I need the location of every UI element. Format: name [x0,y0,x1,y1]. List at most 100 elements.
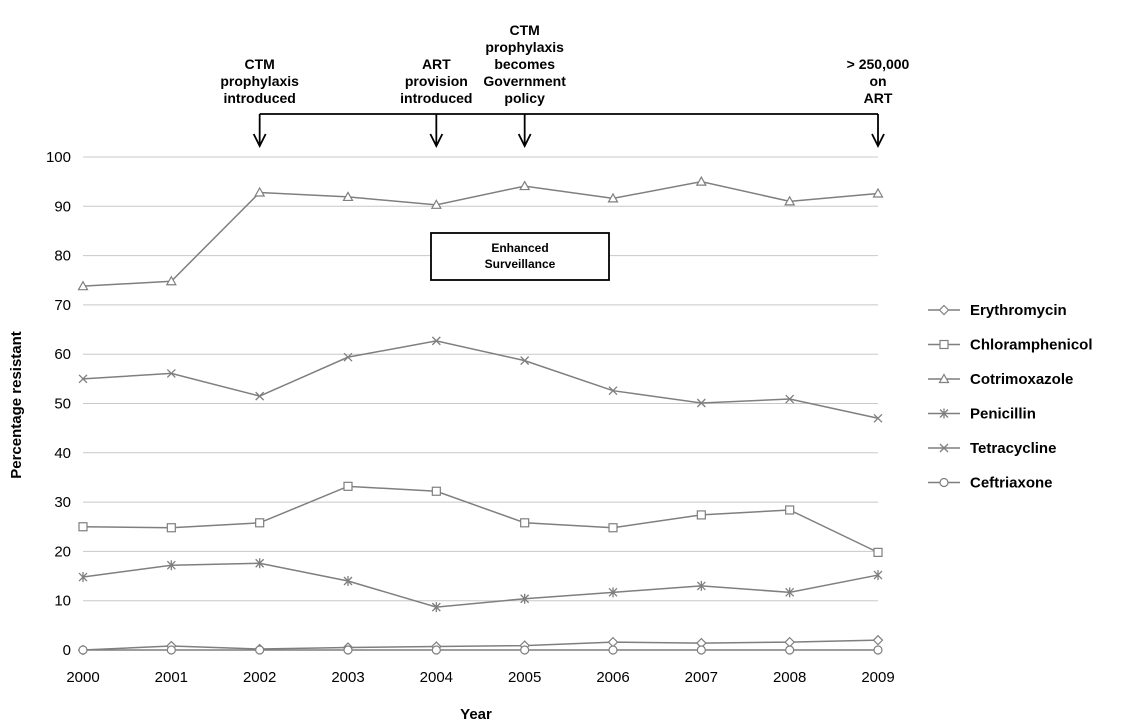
x-tick-label: 2003 [331,669,364,686]
legend: Erythromycin Chloramphenicol Cotrimoxazole… [928,302,1093,492]
axes: 0 10 20 30 40 50 60 70 80 90 100 2000 2001 2002 2003 20… [46,149,895,686]
legend-marker [939,339,949,350]
data-point-penicillin [166,560,176,571]
timeline-annotations: CTMprophylaxisintroducedARTprovisionintr… [220,22,910,281]
legend-item-cotrimoxazole: Cotrimoxazole [928,371,1073,388]
legend-item-penicillin: Penicillin [928,406,1036,423]
x-tick-label: 2009 [861,669,894,686]
data-point-tetracycline [431,336,441,346]
series-penicillin [78,558,883,613]
series-cotrimoxazole [77,175,884,291]
data-point-chloramphenicol [608,523,618,533]
data-point-tetracycline [343,352,353,362]
annotation-label: provision [405,73,468,89]
data-point-tetracycline [520,356,530,366]
annotation-label: CTM [510,22,540,38]
arrow-head [871,133,885,149]
data-point-chloramphenicol [785,505,795,515]
callout-box-frame [430,232,610,281]
data-point-cotrimoxazole [695,175,707,186]
data-point-tetracycline [166,368,176,378]
data-point-ceftriaxone [166,645,176,655]
data-point-erythromycin [607,636,619,648]
series-line-erythromycin [82,639,879,651]
data-point-tetracycline [785,394,795,404]
callout-box-label: Surveillance [485,257,556,271]
legend-marker [939,408,949,419]
x-tick-label: 2008 [773,669,806,686]
data-point-cotrimoxazole [872,187,884,198]
data-point-ceftriaxone [873,645,883,655]
arrow-head [517,133,532,149]
annotation-label: becomes [494,56,555,72]
y-tick-label: 50 [54,396,71,413]
legend-label: Ceftriaxone [970,475,1053,492]
legend-item-erythromycin: Erythromycin [928,302,1067,319]
series-ceftriaxone [78,645,883,655]
data-point-tetracycline [696,398,706,408]
data-point-penicillin [785,587,795,598]
data-point-erythromycin [784,636,796,648]
data-point-ceftriaxone [696,645,706,655]
legend-label: Tetracycline [970,440,1056,457]
annotation-label: introduced [400,90,472,106]
data-point-tetracycline [78,374,88,384]
series [77,175,884,656]
annotation-label: prophylaxis [485,39,564,55]
data-point-chloramphenicol [166,523,176,533]
data-point-penicillin [431,602,441,613]
annotation-label: prophylaxis [220,73,299,89]
y-tick-label: 10 [54,593,71,610]
y-tick-label: 80 [54,248,71,265]
arrow-head [252,133,267,149]
legend-label: Cotrimoxazole [970,371,1073,388]
data-point-chloramphenicol [255,518,265,528]
y-tick-label: 90 [54,198,71,215]
data-point-penicillin [255,558,265,569]
data-point-chloramphenicol [343,481,353,491]
x-tick-label: 2005 [508,669,541,686]
data-point-chloramphenicol [520,518,530,528]
legend-item-chloramphenicol: Chloramphenicol [928,337,1093,354]
data-point-chloramphenicol [431,486,441,496]
gridlines [83,156,878,651]
data-point-cotrimoxazole [519,180,531,191]
series-line-cotrimoxazole [82,180,879,287]
annotation-label: on [869,73,886,89]
data-point-chloramphenicol [78,522,88,532]
legend-item-tetracycline: Tetracycline [928,440,1056,457]
legend-label: Chloramphenicol [970,337,1093,354]
x-tick-label: 2000 [66,669,99,686]
x-tick-label: 2001 [155,669,188,686]
annotation-label: ART [864,90,893,106]
data-point-penicillin [343,575,353,586]
y-tick-label: 70 [54,297,71,314]
data-point-cotrimoxazole [784,195,796,206]
annotation-label: policy [504,90,545,106]
data-point-penicillin [873,570,883,581]
legend-label: Erythromycin [970,302,1067,319]
data-point-penicillin [608,587,618,598]
data-point-tetracycline [255,391,265,401]
data-point-cotrimoxazole [77,280,89,291]
data-point-ceftriaxone [431,645,441,655]
data-point-tetracycline [608,386,618,396]
y-axis-title: Percentage resistant [8,331,25,479]
data-point-cotrimoxazole [165,275,177,286]
arrow-head [429,133,444,149]
series-line-tetracycline [82,340,879,420]
data-point-penicillin [78,572,88,583]
series-line-chloramphenicol [82,485,879,554]
y-tick-label: 40 [54,445,71,462]
data-point-ceftriaxone [78,645,88,655]
data-point-ceftriaxone [255,645,265,655]
data-point-cotrimoxazole [342,191,354,202]
series-tetracycline [78,336,883,423]
data-point-penicillin [696,580,706,591]
y-tick-label: 20 [54,543,71,560]
annotation-label: introduced [223,90,295,106]
